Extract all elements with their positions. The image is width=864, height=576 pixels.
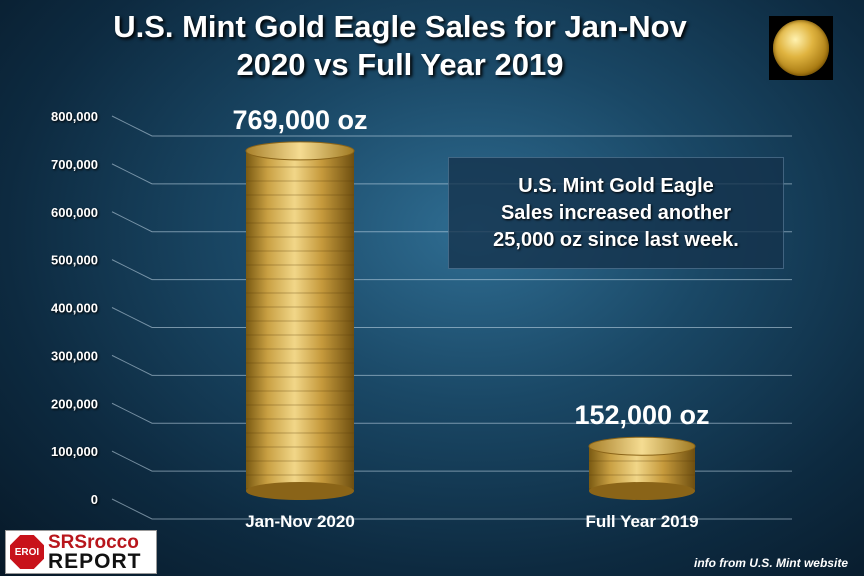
- gridline: [111, 354, 792, 376]
- y-tick-label: 400,000: [51, 301, 98, 316]
- logo-bottom-text: REPORT: [48, 550, 142, 573]
- source-note: info from U.S. Mint website: [693, 556, 848, 570]
- y-tick-label: 300,000: [51, 348, 98, 363]
- data-label: 152,000 oz: [574, 400, 709, 430]
- eroi-badge: EROI: [10, 535, 44, 569]
- srsrocco-report-logo: EROI SRSrocco REPORT: [5, 530, 157, 574]
- data-label: 769,000 oz: [232, 105, 367, 135]
- gridline: [111, 307, 792, 328]
- chart-title: U.S. Mint Gold Eagle Sales for Jan-Nov 2…: [113, 9, 687, 82]
- gridline: [111, 450, 792, 472]
- x-tick-label: Full Year 2019: [585, 512, 698, 531]
- gridline: [111, 498, 792, 520]
- y-tick-label: 700,000: [51, 157, 98, 172]
- gridline: [111, 115, 792, 137]
- gridline: [111, 402, 792, 424]
- y-tick-label: 200,000: [51, 396, 98, 411]
- gold-eagle-coin-icon: [769, 16, 833, 80]
- y-tick-label: 100,000: [51, 444, 98, 459]
- annotation-box: U.S. Mint Gold Eagle Sales increased ano…: [448, 157, 784, 269]
- bar: [245, 141, 355, 500]
- logo-top-text: SRSrocco: [48, 532, 139, 553]
- gridline: [111, 259, 792, 281]
- y-tick-label: 0: [91, 492, 98, 507]
- x-tick-label: Jan-Nov 2020: [245, 512, 355, 531]
- y-tick-label: 600,000: [51, 205, 98, 220]
- bar: [588, 436, 696, 500]
- y-tick-label: 800,000: [51, 109, 98, 124]
- y-tick-label: 500,000: [51, 253, 98, 268]
